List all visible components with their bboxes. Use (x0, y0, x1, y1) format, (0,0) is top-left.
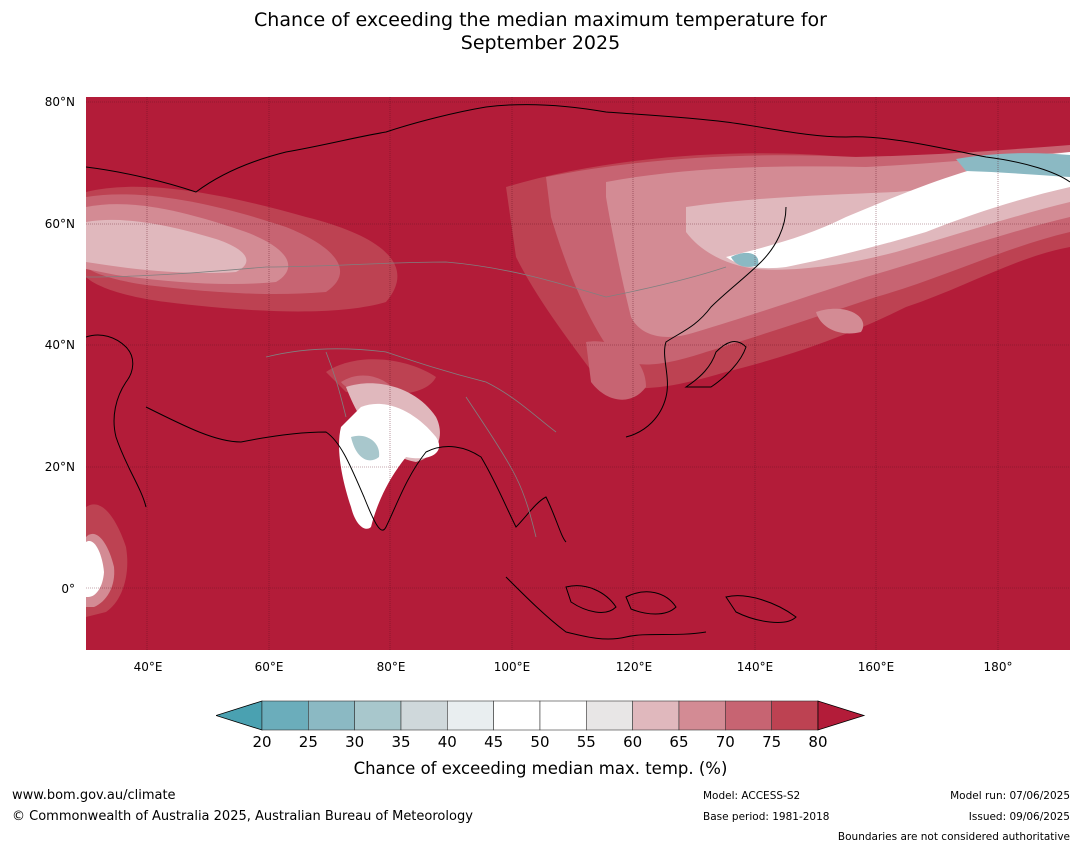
bom-url[interactable]: www.bom.gov.au/climate (12, 788, 176, 803)
model-run: Model run: 07/06/2025 (950, 790, 1070, 802)
model-name: Model: ACCESS-S2 (703, 790, 801, 802)
coastlines (86, 104, 1070, 640)
colorbar-segment (400, 700, 448, 731)
colorbar-tick-label: 70 (715, 733, 735, 751)
title-line-1: Chance of exceeding the median maximum t… (254, 9, 827, 31)
lat-label-0: 0° (61, 582, 75, 596)
graticule (86, 97, 1070, 650)
colorbar-tick-label: 80 (808, 733, 828, 751)
colorbar-tick-label: 20 (252, 733, 272, 751)
colorbar-tick-label: 25 (298, 733, 318, 751)
colorbar-segment (678, 700, 726, 731)
colorbar-extend-high (817, 700, 866, 731)
country-borders (86, 261, 727, 538)
colorbar-tick-label: 35 (391, 733, 411, 751)
lat-label-80n: 80°N (44, 95, 75, 109)
map-title: Chance of exceeding the median maximum t… (0, 9, 1081, 55)
colorbar (216, 700, 866, 731)
colorbar-label: Chance of exceeding median max. temp. (%… (353, 759, 728, 778)
prob-zone-35 (351, 435, 380, 461)
colorbar-segment (261, 700, 309, 731)
title-line-2: September 2025 (460, 32, 621, 54)
lat-label-20n: 20°N (44, 460, 75, 474)
lon-label-40e: 40°E (133, 660, 163, 674)
issued-date: Issued: 09/06/2025 (968, 811, 1070, 823)
colorbar-segment (724, 700, 772, 731)
colorbar-segment (354, 700, 402, 731)
lon-label-100e: 100°E (493, 660, 531, 674)
lat-label-60n: 60°N (44, 217, 75, 231)
colorbar-segment (539, 700, 587, 731)
colorbar-tick-label: 75 (762, 733, 782, 751)
prob-zone-30 (731, 153, 1070, 267)
colorbar-tick-label: 40 (437, 733, 457, 751)
base-period: Base period: 1981-2018 (703, 811, 830, 823)
colorbar-tick-label: 60 (623, 733, 643, 751)
lat-label-40n: 40°N (44, 338, 75, 352)
colorbar-tick-label: 45 (484, 733, 504, 751)
lon-label-140e: 140°E (736, 660, 774, 674)
boundaries-disclaimer: Boundaries are not considered authoritat… (837, 831, 1070, 843)
colorbar-segment (447, 700, 494, 731)
colorbar-extend-low (216, 700, 263, 731)
copyright-text: © Commonwealth of Australia 2025, Austra… (12, 809, 473, 824)
colorbar-segment (632, 700, 680, 731)
colorbar-tick-label: 55 (576, 733, 596, 751)
lon-label-120e: 120°E (615, 660, 653, 674)
colorbar-tick-label: 30 (345, 733, 365, 751)
lon-label-160e: 160°E (857, 660, 895, 674)
colorbar-tick-label: 50 (530, 733, 550, 751)
lon-label-80e: 80°E (376, 660, 406, 674)
probability-map (86, 97, 1070, 650)
colorbar-segment (308, 700, 355, 731)
colorbar-tick-label: 65 (669, 733, 689, 751)
colorbar-segment (586, 700, 633, 731)
lon-label-180: 180° (983, 660, 1013, 674)
lon-label-60e: 60°E (254, 660, 284, 674)
colorbar-segment (493, 700, 541, 731)
colorbar-segment (771, 700, 819, 731)
